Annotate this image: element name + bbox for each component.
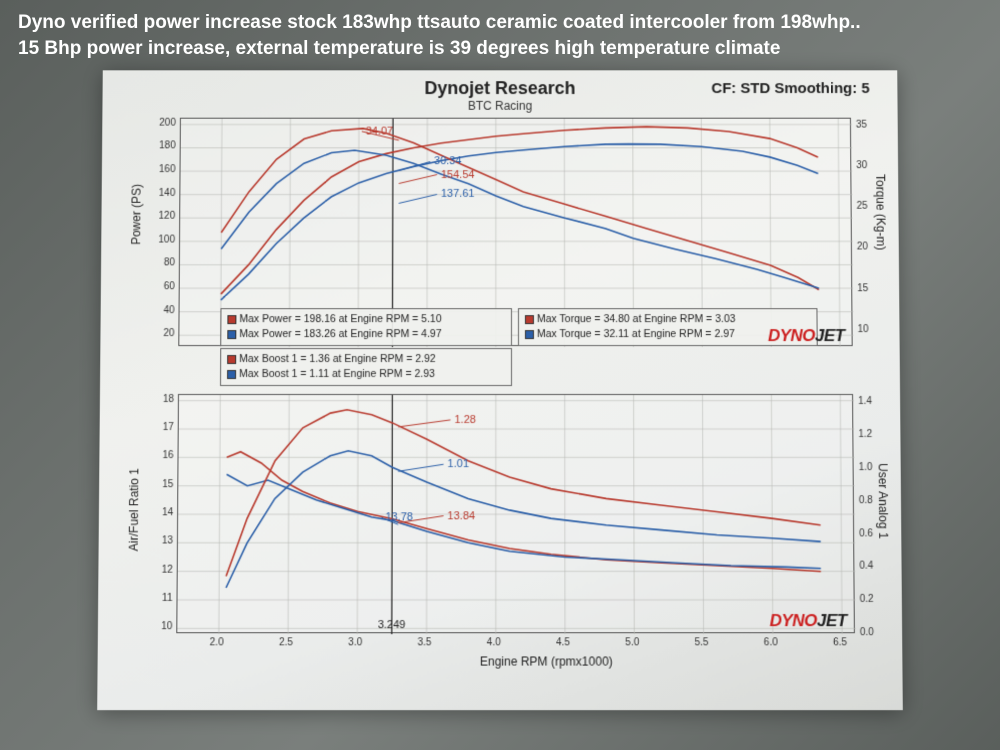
svg-text:1.01: 1.01 bbox=[448, 458, 469, 470]
legend-power: Max Power = 198.16 at Engine RPM = 5.10M… bbox=[220, 308, 512, 346]
dyno-sheet: Dynojet Research BTC Racing CF: STD Smoo… bbox=[97, 70, 903, 710]
dynojet-logo-bottom: DYNOJET bbox=[769, 611, 846, 631]
svg-text:13.78: 13.78 bbox=[385, 511, 413, 523]
caption-line-2: 15 Bhp power increase, external temperat… bbox=[18, 36, 861, 62]
header-subtitle: BTC Racing bbox=[102, 99, 897, 113]
svg-text:30.34: 30.34 bbox=[434, 156, 461, 168]
ylabel-power: Power (PS) bbox=[129, 184, 143, 245]
svg-text:137.61: 137.61 bbox=[441, 188, 475, 200]
ylabel-analog: User Analog 1 bbox=[876, 463, 891, 539]
caption-line-1: Dyno verified power increase stock 183wh… bbox=[18, 10, 861, 36]
chart-afr-boost: 3.249 1.28 1.01 13.78 13.84 bbox=[176, 394, 855, 633]
ylabel-torque: Torque (Kg-m) bbox=[873, 174, 888, 250]
svg-text:154.54: 154.54 bbox=[441, 169, 474, 181]
logo-part-2: JET bbox=[815, 326, 845, 345]
svg-text:1.28: 1.28 bbox=[454, 414, 475, 426]
svg-text:13.84: 13.84 bbox=[447, 510, 475, 522]
caption: Dyno verified power increase stock 183wh… bbox=[18, 10, 861, 61]
logo-part-1: DYNO bbox=[768, 326, 815, 345]
logo-part-2b: JET bbox=[817, 611, 847, 630]
svg-text:3.249: 3.249 bbox=[378, 619, 406, 631]
xlabel-rpm: Engine RPM (rpmx1000) bbox=[480, 654, 613, 668]
dynojet-logo-top: DYNOJET bbox=[768, 326, 845, 346]
logo-part-1b: DYNO bbox=[769, 611, 816, 630]
header-right: CF: STD Smoothing: 5 bbox=[711, 80, 869, 97]
legend-boost: Max Boost 1 = 1.36 at Engine RPM = 2.92M… bbox=[220, 348, 512, 386]
ylabel-afr: Air/Fuel Ratio 1 bbox=[127, 468, 142, 551]
